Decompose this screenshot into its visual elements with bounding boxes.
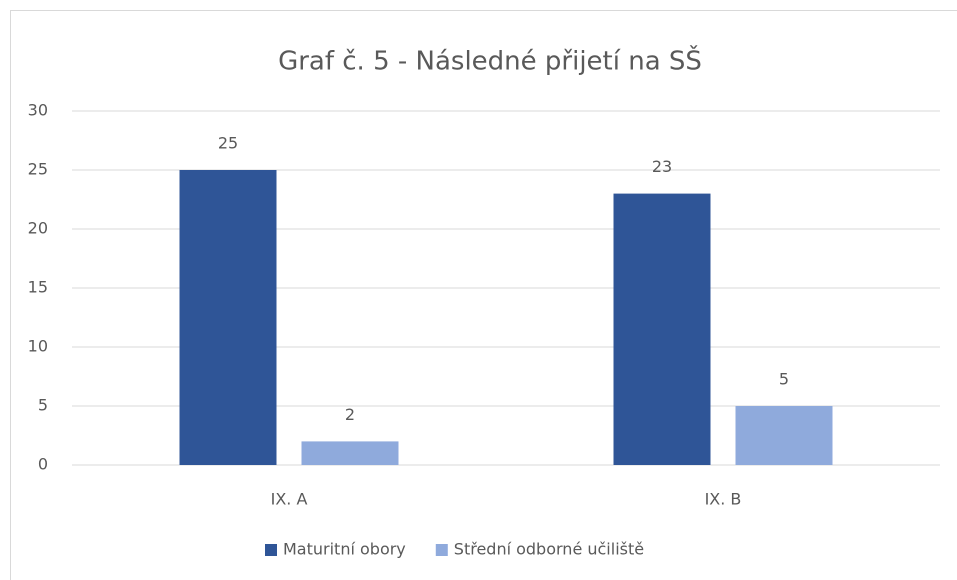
x-tick-label: IX. A (271, 490, 308, 509)
data-label: 5 (779, 370, 789, 389)
y-tick-label: 20 (28, 219, 48, 238)
legend-swatch (265, 544, 277, 556)
legend-label: Střední odborné učiliště (454, 540, 644, 559)
y-tick-label: 10 (28, 337, 48, 356)
y-tick-label: 30 (28, 101, 48, 120)
x-tick-label: IX. B (705, 490, 742, 509)
legend-swatch (435, 544, 448, 556)
bar (179, 170, 277, 465)
y-tick-label: 5 (38, 396, 48, 415)
data-label: 23 (652, 157, 672, 176)
bar (735, 406, 833, 465)
bar (613, 193, 711, 465)
bar (301, 441, 399, 465)
y-tick-label: 0 (38, 455, 48, 474)
data-label: 25 (218, 134, 238, 153)
y-tick-label: 15 (28, 278, 48, 297)
chart-border (10, 10, 957, 580)
legend-label: Maturitní obory (283, 540, 406, 559)
chart-title: Graf č. 5 - Následné přijetí na SŠ (278, 45, 702, 77)
y-tick-label: 25 (28, 160, 48, 179)
data-label: 2 (345, 405, 355, 424)
